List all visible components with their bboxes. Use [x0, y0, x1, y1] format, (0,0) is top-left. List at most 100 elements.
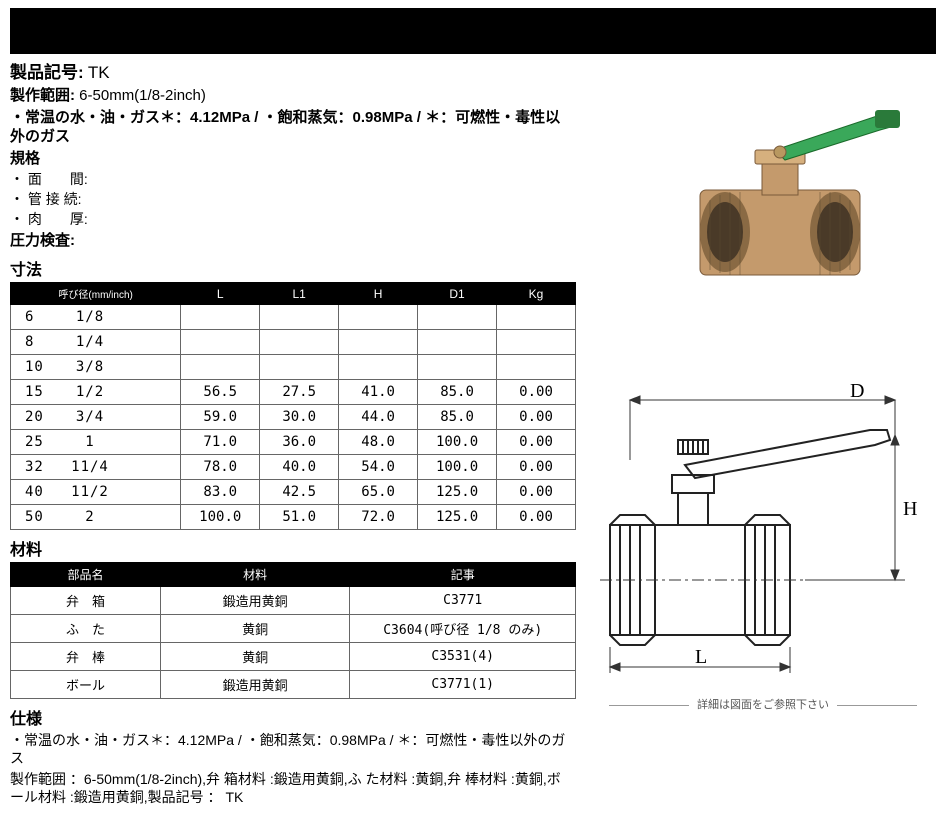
table-row: 25171.036.048.0100.00.00: [11, 430, 576, 455]
dim-cell: [418, 355, 497, 380]
table-row: 弁 棒黄銅C3531(4): [11, 643, 576, 671]
dim-D-label: D: [850, 380, 864, 402]
dim-cell: [497, 355, 576, 380]
table-row: 81/4: [11, 330, 576, 355]
dim-cell: 71.0: [181, 430, 260, 455]
dim-cell: 40.0: [260, 455, 339, 480]
std-3: ・ 肉 厚:: [10, 210, 580, 228]
table-row: ふ た黄銅C3604(呼び径 1/8 のみ): [11, 615, 576, 643]
dim-cell: [260, 355, 339, 380]
dim-cell-size: 81/4: [11, 330, 181, 355]
dim-cell: 83.0: [181, 480, 260, 505]
dim-cell-size: 103/8: [11, 355, 181, 380]
valve-photo-svg: [670, 80, 910, 290]
fluid-line: ・常温の水・油・ガス＊：4.12MPa / ・飽和蒸気：0.98MPa / ＊：…: [10, 108, 570, 147]
dim-cell: [497, 305, 576, 330]
dim-cell: 85.0: [418, 405, 497, 430]
range-value: 6-50mm(1/8-2inch): [79, 87, 206, 104]
top-black-bar: [10, 8, 936, 54]
right-column: D: [580, 60, 936, 712]
dim-cell-size: 203/4: [11, 405, 181, 430]
mat-cell: 黄銅: [160, 643, 349, 671]
dim-cell: 125.0: [418, 480, 497, 505]
dim-cell: 36.0: [260, 430, 339, 455]
dimensions-table: 呼び径(mm/inch) L L1 H D1 Kg 61/881/4103/81…: [10, 282, 576, 530]
mat-cell: C3771: [350, 587, 576, 615]
mat-cell: C3604(呼び径 1/8 のみ): [350, 615, 576, 643]
dim-cell: 0.00: [497, 430, 576, 455]
dim-cell: 44.0: [339, 405, 418, 430]
table-row: 203/459.030.044.085.00.00: [11, 405, 576, 430]
dim-cell: 125.0: [418, 505, 497, 530]
dim-cell: 100.0: [418, 455, 497, 480]
table-row: 502100.051.072.0125.00.00: [11, 505, 576, 530]
dim-cell: 72.0: [339, 505, 418, 530]
mat-h1: 材料: [160, 563, 349, 587]
std-title: 規格: [10, 149, 580, 169]
dim-cell: 0.00: [497, 380, 576, 405]
product-code: TK: [88, 63, 110, 82]
std-2: ・ 管 接 続:: [10, 190, 580, 208]
mat-cell: C3771(1): [350, 671, 576, 699]
technical-diagram: D: [590, 375, 936, 712]
dim-h2: L1: [260, 283, 339, 305]
materials-table: 部品名 材料 記事 弁 箱鍛造用黄銅C3771ふ た黄銅C3604(呼び径 1/…: [10, 562, 576, 699]
dim-cell-size: 3211/4: [11, 455, 181, 480]
mat-cell: 黄銅: [160, 615, 349, 643]
table-row: 103/8: [11, 355, 576, 380]
table-row: 4011/283.042.565.0125.00.00: [11, 480, 576, 505]
dim-cell: [181, 355, 260, 380]
dim-cell: [497, 330, 576, 355]
dim-cell: 0.00: [497, 505, 576, 530]
table-row: 61/8: [11, 305, 576, 330]
content-area: 製品記号: TK 製作範囲: 6-50mm(1/8-2inch) ・常温の水・油…: [0, 60, 946, 806]
dim-L-label: L: [695, 646, 707, 668]
dim-cell: 27.5: [260, 380, 339, 405]
table-row: ボール鍛造用黄銅C3771(1): [11, 671, 576, 699]
dim-cell: 0.00: [497, 480, 576, 505]
spec-title: 仕様: [10, 705, 580, 729]
diagram-svg: D: [590, 375, 930, 685]
range-line: 製作範囲: 6-50mm(1/8-2inch): [10, 86, 580, 106]
dim-cell: [260, 330, 339, 355]
dim-cell: 42.5: [260, 480, 339, 505]
mat-h2: 記事: [350, 563, 576, 587]
dim-cell: [339, 305, 418, 330]
dim-cell: [339, 330, 418, 355]
dim-H-label: H: [903, 498, 917, 520]
product-code-line: 製品記号: TK: [10, 62, 580, 84]
std-1: ・ 面 間:: [10, 170, 580, 188]
mat-cell: ボール: [11, 671, 161, 699]
dim-cell: 0.00: [497, 455, 576, 480]
dim-h3: H: [339, 283, 418, 305]
dim-cell: 100.0: [418, 430, 497, 455]
mat-cell: 鍛造用黄銅: [160, 587, 349, 615]
mat-h0: 部品名: [11, 563, 161, 587]
table-row: 弁 箱鍛造用黄銅C3771: [11, 587, 576, 615]
dim-cell: [418, 330, 497, 355]
dim-cell: 100.0: [181, 505, 260, 530]
dim-cell: 30.0: [260, 405, 339, 430]
dim-cell-size: 251: [11, 430, 181, 455]
dim-cell: 54.0: [339, 455, 418, 480]
dim-h0: 呼び径(mm/inch): [11, 283, 181, 305]
dim-cell: 85.0: [418, 380, 497, 405]
table-row: 151/256.527.541.085.00.00: [11, 380, 576, 405]
mat-cell: 弁 箱: [11, 587, 161, 615]
mat-cell: C3531(4): [350, 643, 576, 671]
dim-h4: D1: [418, 283, 497, 305]
pressure-test: 圧力検査:: [10, 231, 580, 251]
dim-cell: 0.00: [497, 405, 576, 430]
dim-header-row: 呼び径(mm/inch) L L1 H D1 Kg: [11, 283, 576, 305]
dim-cell-size: 4011/2: [11, 480, 181, 505]
mat-header-row: 部品名 材料 記事: [11, 563, 576, 587]
dim-h5: Kg: [497, 283, 576, 305]
dim-cell: 41.0: [339, 380, 418, 405]
mat-title: 材料: [10, 536, 580, 560]
dim-cell: 59.0: [181, 405, 260, 430]
range-label: 製作範囲:: [10, 87, 75, 104]
mat-cell: 弁 棒: [11, 643, 161, 671]
mat-cell: ふ た: [11, 615, 161, 643]
product-code-label: 製品記号:: [10, 63, 84, 82]
spec-line1: ・常温の水・油・ガス＊：4.12MPa / ・飽和蒸気：0.98MPa / ＊：…: [10, 731, 570, 767]
